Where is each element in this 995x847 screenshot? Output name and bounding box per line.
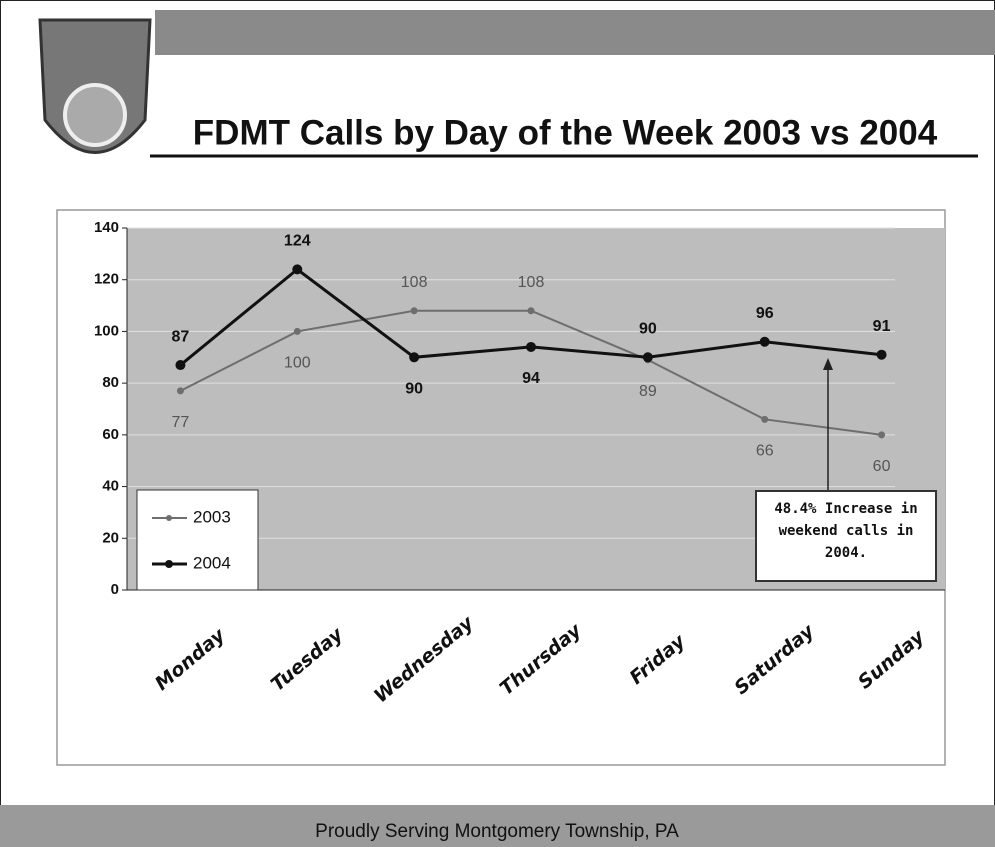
point-marker	[175, 360, 186, 371]
data-label: 100	[284, 355, 311, 372]
data-label: 108	[401, 274, 428, 291]
data-label: 124	[284, 233, 311, 250]
data-label: 91	[873, 318, 891, 335]
logo-emblem	[63, 83, 127, 147]
legend-label: 2004	[193, 553, 231, 572]
data-label: 96	[756, 305, 774, 322]
data-label: 90	[405, 381, 423, 398]
chart-title: FDMT Calls by Day of the Week 2003 vs 20…	[193, 113, 938, 152]
data-label: 108	[518, 274, 545, 291]
point-marker	[526, 341, 536, 352]
footer-text: Proudly Serving Montgomery Township, PA	[315, 821, 679, 842]
data-label: 89	[639, 383, 657, 400]
point-marker	[527, 307, 535, 315]
y-tick-label: 120	[94, 271, 119, 288]
point-marker	[409, 352, 420, 363]
annotation-arrowhead	[823, 358, 833, 370]
header-bar	[155, 10, 995, 55]
point-marker	[293, 327, 301, 335]
legend-box	[136, 489, 259, 591]
legend-label: 2003	[193, 507, 231, 526]
data-label: 94	[522, 370, 540, 387]
y-tick-label: 20	[102, 529, 119, 546]
y-tick-label: 80	[102, 374, 119, 391]
y-tick-label: 140	[94, 219, 119, 236]
data-label: 87	[172, 328, 190, 345]
point-marker	[292, 264, 303, 275]
annotation: 48.4% Increase in weekend calls in 2004.	[755, 490, 937, 582]
y-tick-label: 100	[94, 322, 119, 339]
footer-bar	[0, 805, 995, 847]
y-tick-label: 0	[111, 581, 119, 598]
point-marker	[759, 336, 770, 347]
y-tick-label: 40	[102, 478, 119, 495]
point-marker	[176, 387, 184, 395]
data-label: 90	[639, 321, 657, 338]
legend-marker	[165, 560, 173, 568]
point-marker	[410, 307, 418, 315]
point-marker	[761, 415, 769, 423]
point-marker	[876, 349, 887, 360]
data-label: 66	[756, 443, 774, 460]
point-marker	[878, 431, 886, 439]
point-marker	[642, 352, 653, 363]
data-label: 60	[873, 458, 891, 475]
legend-marker	[166, 515, 172, 521]
data-label: 77	[172, 414, 190, 431]
y-tick-label: 60	[102, 426, 119, 443]
